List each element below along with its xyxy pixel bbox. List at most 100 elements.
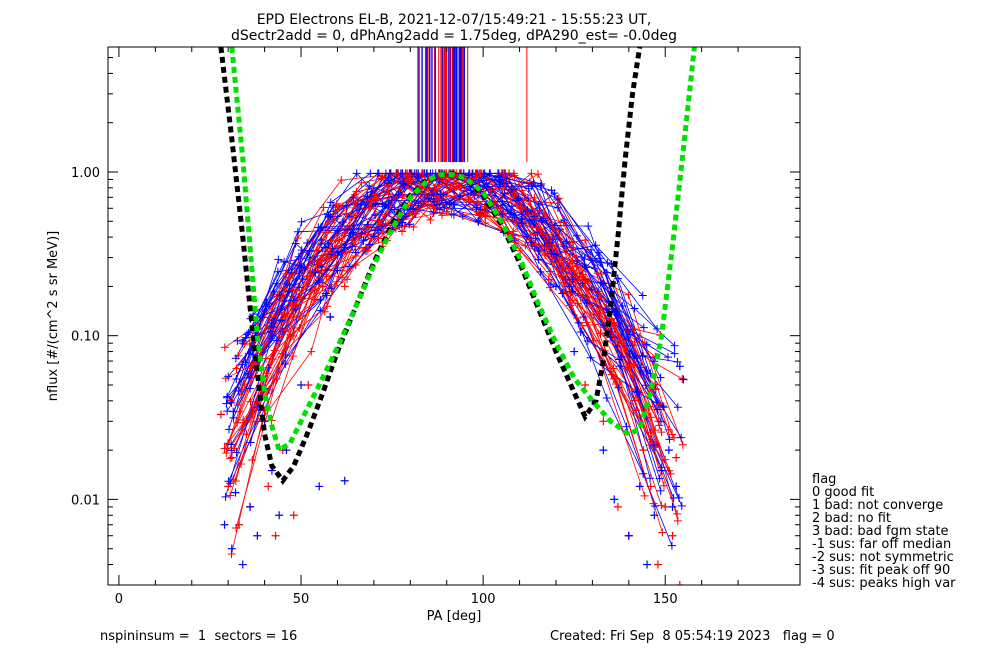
spectrum-point [267, 334, 276, 343]
data-point [340, 282, 349, 291]
spectrum-point [357, 178, 366, 187]
legend-entry-far-off-median: -1 sus: far off median [812, 537, 951, 552]
spectrum-point [656, 486, 665, 495]
spectrum-point [624, 363, 633, 372]
spectrum-point [353, 231, 362, 240]
spectrum-point [596, 329, 605, 338]
spectrum-point [233, 336, 242, 345]
spectrum-point [664, 353, 673, 362]
x-tick-label: 0 [115, 592, 123, 607]
spectrum-point [243, 369, 252, 378]
legend-entry-peaks-high-var: -4 sus: peaks high var [812, 576, 956, 591]
spectrum-point [277, 316, 286, 325]
spectrum-point [494, 171, 503, 180]
spectrum-point [546, 267, 555, 276]
spectrum-point [614, 339, 623, 348]
data-point [551, 282, 560, 291]
spectrum-point [243, 330, 252, 339]
spectrum-point [609, 375, 618, 384]
spectrum-point [297, 295, 306, 304]
spectrum-point [287, 268, 296, 277]
spectrum-point [630, 338, 639, 347]
spectrum-point [262, 298, 271, 307]
spectrum-point [599, 279, 608, 288]
spectrum-point [580, 254, 589, 263]
spectrum-point [473, 216, 482, 225]
spectrum-point [579, 312, 588, 321]
spectrum-point [670, 433, 679, 442]
spectrum-point [349, 193, 358, 202]
data-point [333, 266, 342, 275]
spectrum-point [414, 199, 423, 208]
spectrum-point [642, 365, 651, 374]
axes: 0 50 100 150 0.01 0.10 1.00 [71, 47, 800, 607]
spectrum-point [351, 252, 360, 261]
spectrum-point [495, 176, 504, 185]
spectrum-point [292, 300, 301, 309]
spectrum-point [220, 343, 229, 352]
spectrum-point [398, 191, 407, 200]
spectrum-point [316, 306, 325, 315]
data-point [624, 531, 633, 540]
spectrum-point [291, 286, 300, 295]
spectrum-point [400, 222, 409, 231]
spectrum-point [261, 302, 270, 311]
spectrum-point [612, 310, 621, 319]
spectrum-point [245, 374, 254, 383]
spectrum-point [656, 417, 665, 426]
spectrum-point [506, 195, 515, 204]
spectrum-point [321, 228, 330, 237]
spectrum-point [559, 242, 568, 251]
spectrum-point [527, 169, 536, 178]
spectrum-point [394, 190, 403, 199]
chart-title-line-2: dSectr2add = 0, dPhAng2add = 1.75deg, dP… [231, 28, 677, 44]
data-point [581, 380, 590, 389]
spectrum-point [667, 541, 676, 550]
spectrum-point [613, 274, 622, 283]
spectrum-point [357, 229, 366, 238]
spectrum-point [535, 245, 544, 254]
spectrum-point [502, 179, 511, 188]
spectrum-point [641, 381, 650, 390]
spectrum-point [341, 248, 350, 257]
spectrum-point [458, 212, 467, 221]
spectrum-point [625, 349, 634, 358]
spectrum-point [619, 336, 628, 345]
data-point [406, 171, 415, 180]
spectrum-point [282, 269, 291, 278]
spectrum-point [363, 220, 372, 229]
spectrum-point [365, 240, 374, 249]
spectrum-point [573, 299, 582, 308]
legend-entry-not-symmetric: -2 sus: not symmetric [812, 550, 954, 565]
data-point [227, 544, 236, 553]
spectrum-point [374, 216, 383, 225]
spectrum-point [381, 219, 390, 228]
spectrum-point [655, 474, 664, 483]
spectrum-point [280, 257, 289, 266]
spectrum-point [673, 509, 682, 518]
spectrum-point [281, 327, 290, 336]
spectrum-point [632, 354, 641, 363]
data-point [672, 453, 681, 462]
spectrum-point [557, 272, 566, 281]
spectrum-point [586, 353, 595, 362]
spectrum-point [427, 191, 436, 200]
spectrum-point [512, 217, 521, 226]
spectrum-point [322, 253, 331, 262]
spectrum-point [545, 239, 554, 248]
spectrum-point [581, 276, 590, 285]
spectrum-point [530, 242, 539, 251]
spectrum-point [664, 425, 673, 434]
spectrum-point [387, 196, 396, 205]
spectrum-point [655, 421, 664, 430]
spectrum-point [455, 192, 464, 201]
spectrum-point [246, 364, 255, 373]
spectrum-point [507, 202, 516, 211]
spectrum-point [322, 291, 331, 300]
spectrum-point [237, 425, 246, 434]
spectrum-point [561, 275, 570, 284]
spectrum-point [626, 330, 635, 339]
spectrum-point [284, 287, 293, 296]
data-point [235, 520, 244, 529]
spectrum-point [295, 268, 304, 277]
